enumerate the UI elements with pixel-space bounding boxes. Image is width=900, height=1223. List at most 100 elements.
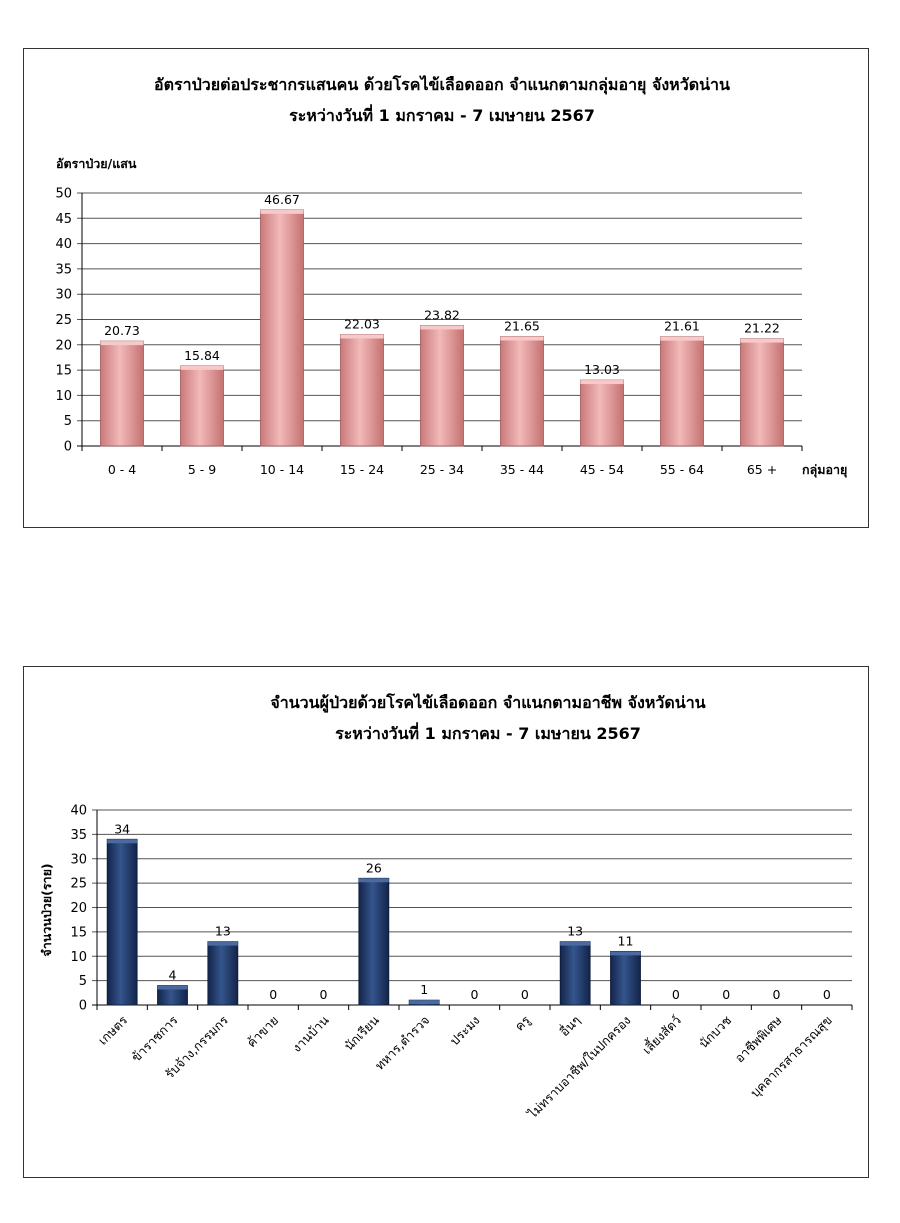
chart1-bars: 20.73 15.84 46.67 22.03 23.82 21.65 13.03 21.61… — [100, 192, 784, 447]
y-tick-label: 50 — [55, 187, 72, 202]
y-tick-label: 30 — [55, 288, 72, 303]
bar-0 — [100, 340, 144, 447]
chart1-x-ticks: 0 - 4 5 - 9 10 - 14 15 - 24 25 - 34 35 - 44 45… — [108, 462, 777, 477]
x-tick-label: ทหาร,ตำรวจ — [372, 1013, 432, 1073]
y-tick-label: 25 — [55, 313, 72, 328]
x-tick-label: เลี้ยงสัตว์ — [638, 1011, 684, 1057]
bar-10 — [610, 950, 641, 1006]
bar-cap-1 — [157, 985, 188, 990]
bar-4 — [420, 325, 464, 447]
bar-cap-6 — [409, 1000, 440, 1005]
x-tick-label: นักเรียน — [341, 1012, 382, 1053]
bar-2 — [207, 941, 239, 1006]
x-tick-label: อื่นๆ — [556, 1012, 583, 1039]
value-label: 11 — [618, 933, 634, 948]
y-tick-label: 35 — [55, 262, 72, 277]
chart2-bars: 34 4 13 0 0 26 1 0 0 13 11 0 0 0 0 — [106, 821, 831, 1006]
x-tick-label: 55 - 64 — [660, 462, 704, 477]
bar-cap-5 — [358, 878, 389, 883]
x-tick-label: นักบวช — [696, 1013, 735, 1052]
bar-cap-2 — [260, 209, 304, 214]
y-tick-label: 40 — [70, 804, 87, 819]
value-label: 22.03 — [344, 317, 380, 332]
value-label: 4 — [169, 968, 177, 983]
value-label: 26 — [366, 860, 382, 875]
chart-panel-age — [23, 48, 869, 528]
bar-cap-7 — [660, 336, 704, 341]
chart1-y-axis-title: อัตราป่วย/แสน — [56, 156, 137, 171]
y-tick-label: 25 — [70, 877, 87, 892]
bar-7 — [660, 336, 704, 447]
chart1-y-ticks: 0 5 10 15 20 25 30 35 40 45 50 — [55, 187, 72, 455]
bar-2 — [260, 209, 304, 447]
bar-cap-6 — [580, 380, 624, 385]
bar-cap-9 — [560, 941, 591, 946]
y-tick-label: 15 — [70, 925, 87, 940]
value-label: 21.22 — [744, 321, 780, 336]
value-label: 0 — [823, 987, 831, 1002]
x-tick-label: 5 - 9 — [188, 462, 216, 477]
x-tick-label: ข้าราชการ — [128, 1012, 181, 1065]
x-tick-label: ครู — [512, 1012, 534, 1034]
bar-3 — [340, 334, 384, 447]
bar-5 — [500, 336, 544, 447]
y-tick-label: 10 — [55, 389, 72, 404]
bar-0 — [106, 838, 138, 1006]
chart2-gridlines — [92, 809, 853, 1010]
value-label: 34 — [114, 821, 130, 836]
x-tick-label: ค้าขาย — [244, 1013, 282, 1051]
bar-8 — [740, 338, 784, 447]
x-tick-label: 15 - 24 — [340, 462, 384, 477]
chart2-title: จำนวนผู้ป่วยด้วยโรคไข้เลือดออก จำแนกตามอ… — [270, 692, 705, 714]
x-tick-label: ประมง — [447, 1013, 483, 1049]
x-tick-label: อาชีพพิเศษ — [732, 1013, 785, 1066]
bar-cap-1 — [180, 365, 224, 370]
value-label: 0 — [471, 987, 479, 1002]
x-tick-label: 25 - 34 — [420, 462, 464, 477]
value-label: 23.82 — [424, 307, 460, 322]
value-label: 0 — [672, 987, 680, 1002]
x-tick-label: 45 - 54 — [580, 462, 624, 477]
y-tick-label: 10 — [70, 950, 87, 965]
x-tick-label: งานบ้าน — [289, 1012, 332, 1055]
bar-cap-0 — [107, 839, 138, 844]
y-tick-label: 35 — [70, 828, 87, 843]
bar-cap-10 — [610, 951, 641, 956]
value-label: 13 — [215, 924, 231, 939]
chart2-subtitle: ระหว่างวันที่ 1 มกราคม - 7 เมษายน 2567 — [335, 722, 641, 743]
bar-5 — [358, 877, 390, 1006]
value-label: 46.67 — [264, 192, 300, 207]
x-tick-label: ไม่ทราบอาชีพ/ในปกครอง — [524, 1013, 633, 1122]
chart1-title: อัตราป่วยต่อประชากรแสนคน ด้วยโรคไข้เลือด… — [154, 74, 730, 95]
y-tick-label: 20 — [70, 901, 87, 916]
y-tick-label: 45 — [55, 212, 72, 227]
value-label: 0 — [722, 987, 730, 1002]
value-label: 0 — [773, 987, 781, 1002]
bar-cap-3 — [340, 334, 384, 339]
y-tick-label: 0 — [64, 440, 72, 455]
bar-6 — [580, 379, 624, 447]
y-tick-label: 40 — [55, 237, 72, 252]
bar-cap-8 — [740, 338, 784, 343]
value-label: 1 — [420, 982, 428, 997]
bar-cap-5 — [500, 336, 544, 341]
value-label: 13.03 — [584, 362, 620, 377]
chart2-y-axis-title: จำนวนป่วย(ราย) — [39, 863, 54, 956]
value-label: 0 — [521, 987, 529, 1002]
value-label: 13 — [567, 924, 583, 939]
y-tick-label: 5 — [64, 414, 72, 429]
y-tick-label: 20 — [55, 338, 72, 353]
value-label: 20.73 — [104, 323, 140, 338]
bar-cap-0 — [100, 341, 144, 346]
value-label: 0 — [269, 987, 277, 1002]
x-tick-label: เกษตร — [95, 1012, 130, 1047]
x-tick-label: 35 - 44 — [500, 462, 544, 477]
chart2-y-ticks: 0 5 10 15 20 25 30 35 40 — [70, 804, 87, 1014]
bar-cap-4 — [420, 325, 464, 330]
bar-cap-2 — [207, 941, 238, 946]
value-label: 0 — [320, 987, 328, 1002]
chart1-x-axis-title: กลุ่มอายุ — [802, 462, 847, 478]
y-tick-label: 30 — [70, 852, 87, 867]
